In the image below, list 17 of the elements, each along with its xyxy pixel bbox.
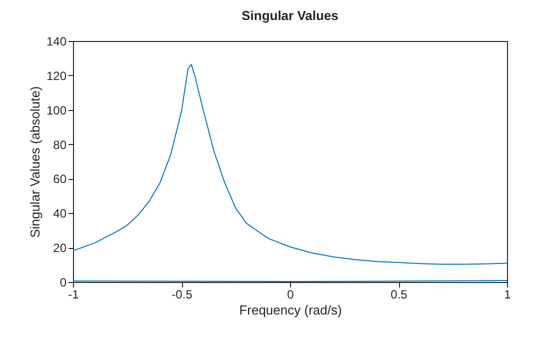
x-tick-label: -1 <box>68 288 80 302</box>
y-tick-label: 80 <box>53 138 67 152</box>
line-series <box>73 64 507 265</box>
x-tick-label: 0 <box>287 288 294 302</box>
x-tick-label: -0.5 <box>172 288 193 302</box>
x-tick-label: 1 <box>504 288 512 302</box>
y-tick-label: 40 <box>53 206 67 221</box>
y-tick-label: 140 <box>46 34 67 48</box>
y-tick-label: 0 <box>60 276 67 290</box>
y-axis-title: Singular Values (absolute) <box>27 86 42 238</box>
y-tick-label: 60 <box>53 172 67 186</box>
x-axis-title: Frequency (rad/s) <box>239 302 342 318</box>
y-tick-label: 120 <box>46 68 67 83</box>
chart-title: Singular Values <box>242 8 338 23</box>
x-tick-label: 0.5 <box>390 288 408 302</box>
y-tick-label: 20 <box>53 241 67 256</box>
y-tick-label: 100 <box>46 103 67 118</box>
